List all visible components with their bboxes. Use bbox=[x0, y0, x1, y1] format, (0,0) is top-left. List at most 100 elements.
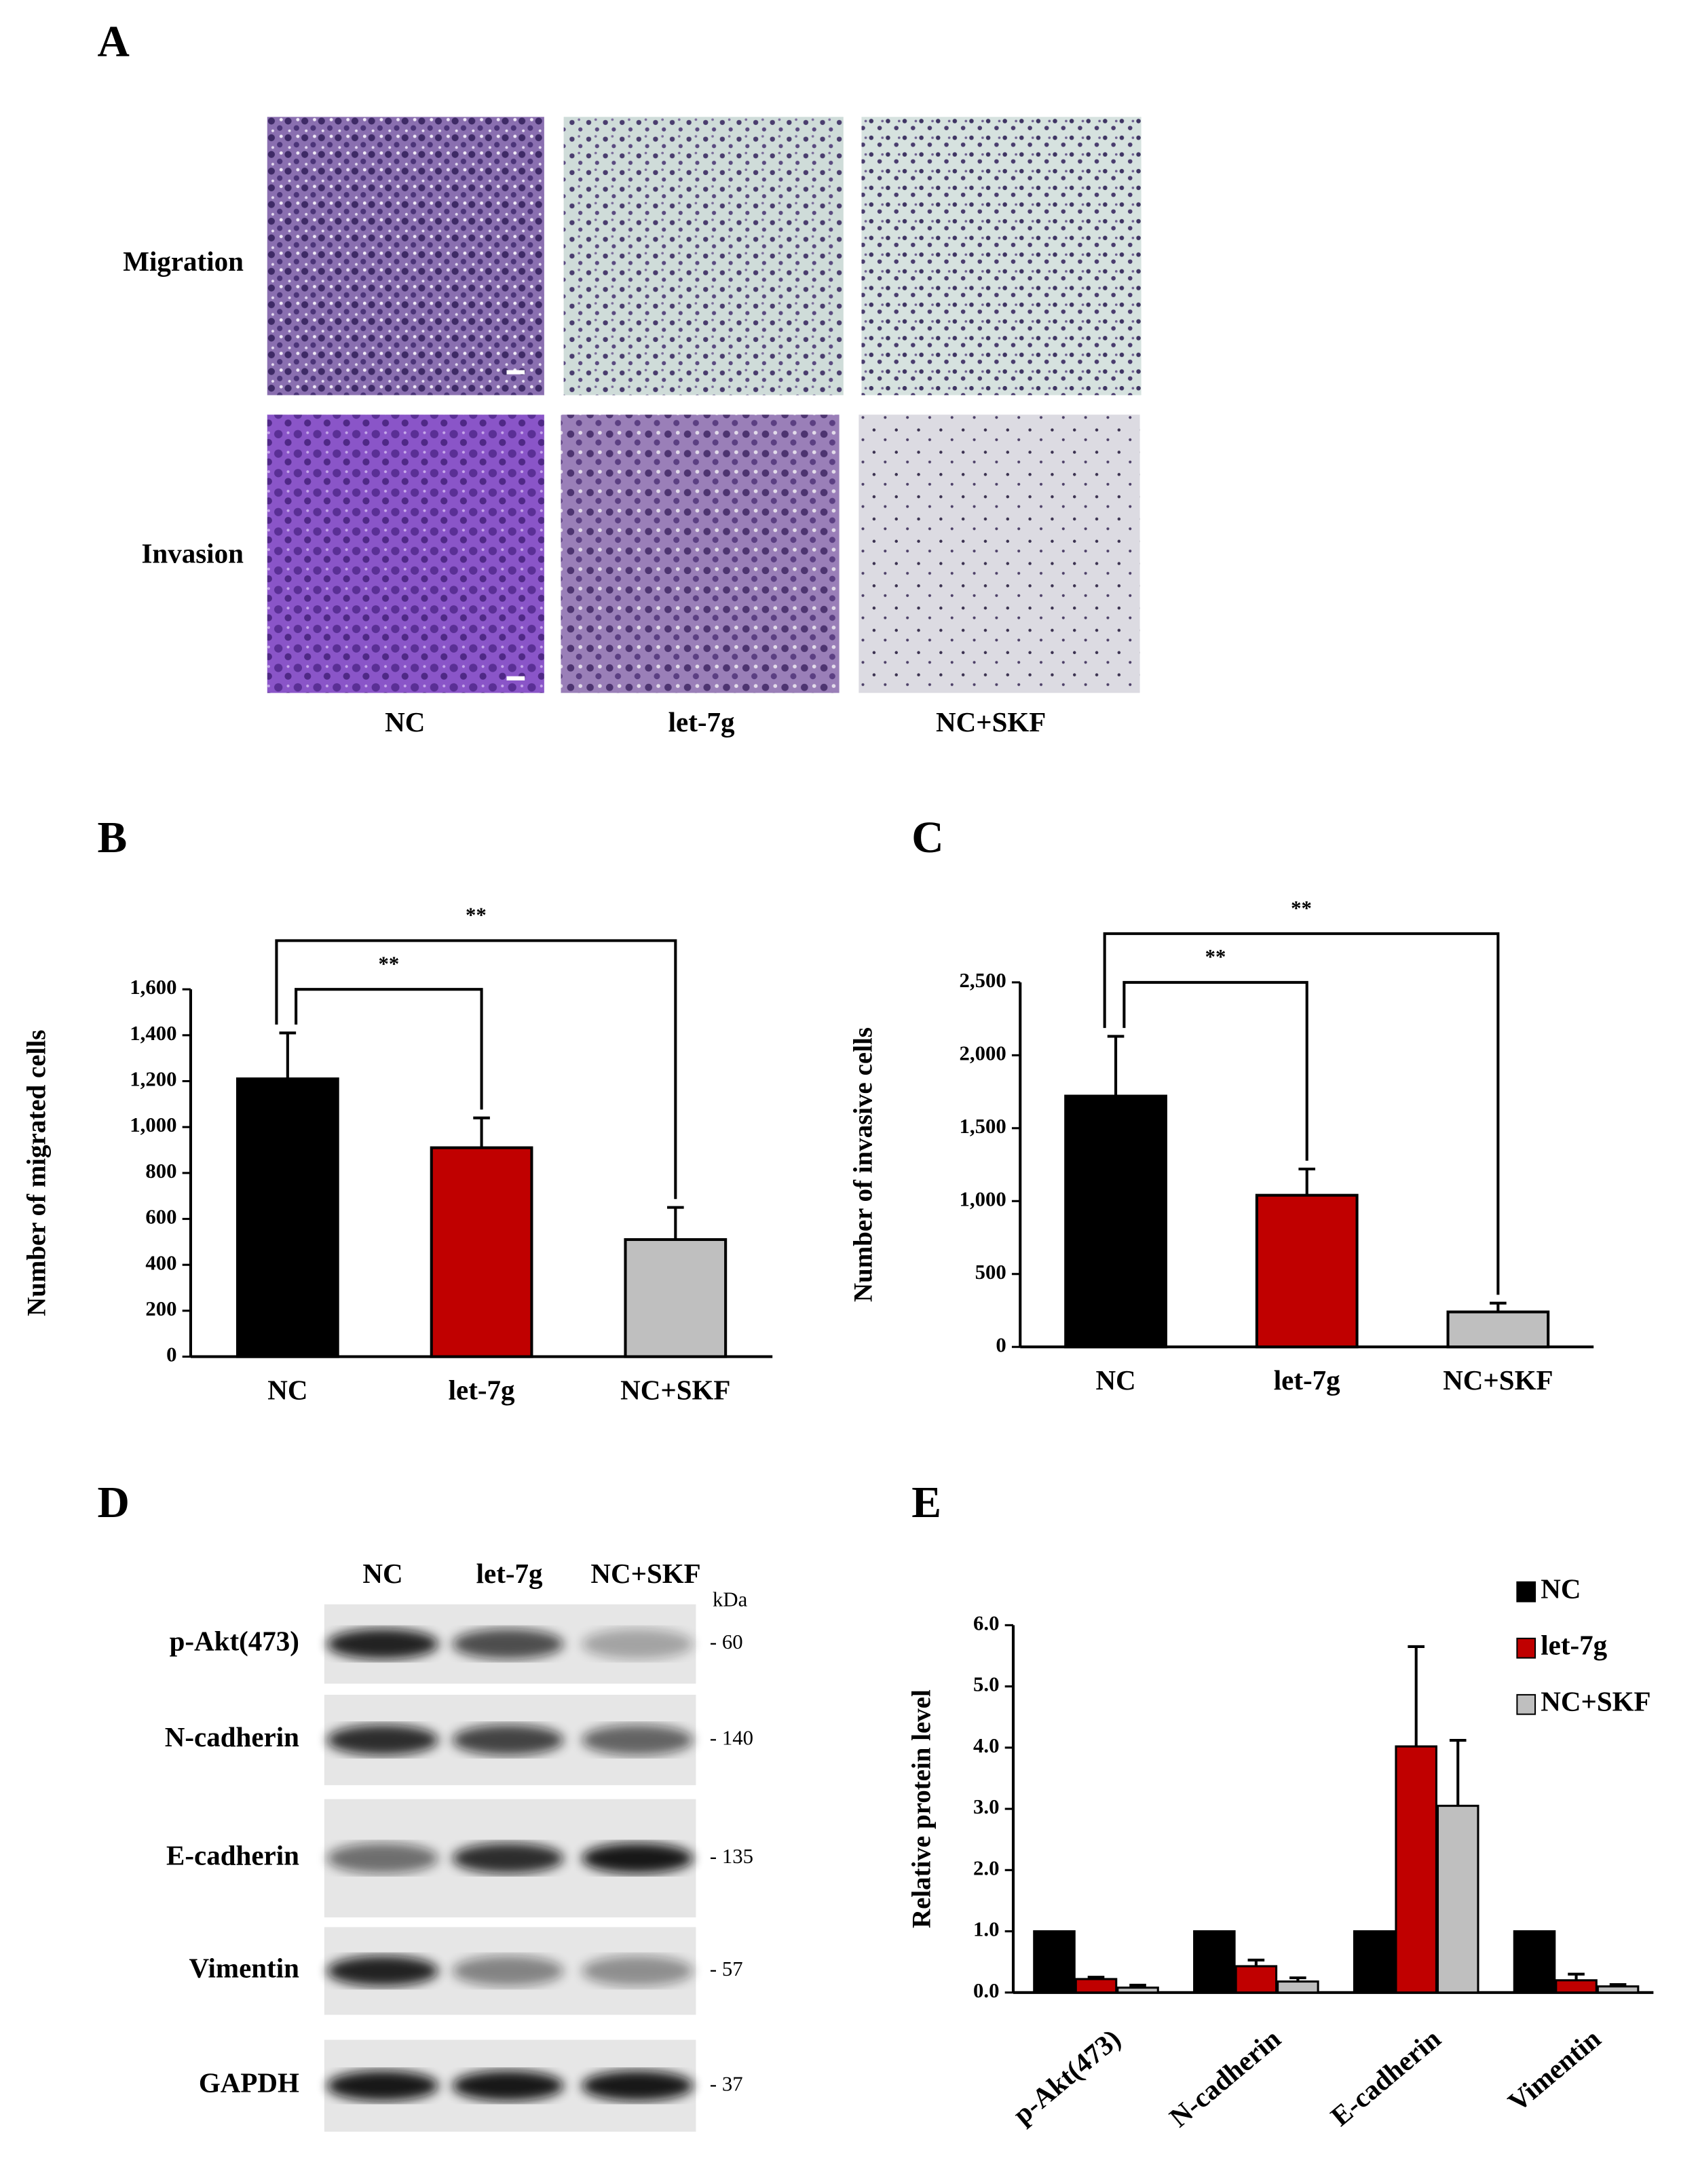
panel-a: A Migration Invasion NC let-7g NC+SKF bbox=[98, 18, 1142, 737]
y-tick-label: 600 bbox=[145, 1206, 176, 1229]
legend-swatch bbox=[1516, 1693, 1536, 1715]
significance-label: ** bbox=[466, 904, 487, 927]
significance-label: ** bbox=[1291, 896, 1312, 919]
bar bbox=[1596, 1985, 1640, 1994]
y-axis-label: Relative protein level bbox=[907, 1689, 937, 1928]
error-bar bbox=[1087, 1976, 1105, 1979]
bar bbox=[1555, 1979, 1598, 1994]
lane-label: let-7g bbox=[476, 1558, 543, 1589]
bar bbox=[1513, 1930, 1556, 1994]
legend-swatch bbox=[1516, 1581, 1536, 1603]
panel-label: C bbox=[911, 813, 943, 862]
y-tick-label: 1,600 bbox=[130, 976, 176, 999]
band bbox=[582, 1843, 694, 1874]
size-label: - 37 bbox=[710, 2072, 743, 2095]
micrograph bbox=[561, 415, 839, 693]
band bbox=[452, 1955, 564, 1987]
panel-label: D bbox=[98, 1478, 130, 1527]
column-label: let-7g bbox=[668, 706, 735, 737]
lane-label: NC bbox=[362, 1558, 402, 1589]
legend-label: NC+SKF bbox=[1541, 1686, 1650, 1717]
y-tick-label: 1,400 bbox=[130, 1022, 176, 1045]
significance-label: ** bbox=[378, 952, 399, 975]
chart: E Relative protein level 0.0 1.0 2.0 3.0 4.0 5.… bbox=[907, 1478, 1654, 2133]
band bbox=[582, 1725, 694, 1756]
band bbox=[326, 1843, 439, 1874]
error-bar bbox=[1568, 1972, 1585, 1980]
row-label: Migration bbox=[123, 246, 244, 277]
band bbox=[452, 1843, 564, 1874]
error-bar bbox=[1247, 1958, 1265, 1966]
band bbox=[326, 1955, 439, 1987]
y-tick-label: 6.0 bbox=[973, 1611, 999, 1634]
chart: C Number of invasive cells 0 500 1,000 1,500 2… bbox=[849, 813, 1594, 1396]
error-bar bbox=[1449, 1738, 1467, 1806]
protein-label: E-cadherin bbox=[166, 1839, 299, 1871]
band bbox=[326, 2070, 439, 2101]
protein-label: GAPDH bbox=[199, 2067, 299, 2099]
significance-bracket bbox=[295, 988, 483, 1110]
y-tick-label: 200 bbox=[145, 1297, 176, 1320]
y-tick-label: 1.0 bbox=[973, 1918, 999, 1941]
y-tick-label: 3.0 bbox=[973, 1795, 999, 1818]
y-tick-label: 0 bbox=[996, 1333, 1006, 1356]
row-label: Invasion bbox=[141, 538, 244, 569]
y-tick-label: 2,500 bbox=[960, 969, 1006, 992]
band bbox=[582, 1628, 694, 1660]
significance-bracket bbox=[1103, 932, 1500, 1295]
y-tick-label: 1,000 bbox=[960, 1187, 1006, 1210]
size-label: - 135 bbox=[710, 1845, 753, 1868]
band bbox=[326, 1628, 439, 1660]
x-tick-label: E-cadherin bbox=[1325, 2023, 1447, 2132]
bar bbox=[1353, 1930, 1396, 1994]
bar bbox=[1234, 1965, 1278, 1994]
micrograph bbox=[267, 117, 544, 396]
x-tick-label: NC+SKF bbox=[1443, 1364, 1553, 1396]
bar bbox=[1116, 1987, 1159, 1994]
column-label: NC+SKF bbox=[936, 706, 1046, 737]
band bbox=[452, 1628, 564, 1660]
bar bbox=[1074, 1978, 1118, 1994]
micrograph bbox=[267, 415, 544, 693]
scale-bar bbox=[506, 676, 525, 681]
bar bbox=[624, 1238, 728, 1358]
column-label: NC bbox=[385, 706, 425, 737]
error-bar bbox=[279, 1031, 297, 1079]
protein-label: p-Akt(473) bbox=[170, 1625, 299, 1656]
y-tick-label: 400 bbox=[145, 1251, 176, 1274]
y-axis-label: Number of invasive cells bbox=[849, 1027, 878, 1302]
error-bar bbox=[1408, 1645, 1425, 1747]
size-label: - 60 bbox=[710, 1630, 743, 1653]
bar bbox=[1446, 1310, 1550, 1349]
band bbox=[452, 2070, 564, 2101]
band bbox=[582, 2070, 694, 2101]
panel-label: A bbox=[98, 18, 130, 66]
y-tick-label: 1,000 bbox=[130, 1113, 176, 1136]
error-bar bbox=[473, 1116, 490, 1148]
x-tick-label: p-Akt(473) bbox=[1007, 2023, 1127, 2130]
x-tick-label: let-7g bbox=[449, 1374, 515, 1405]
y-tick-label: 0 bbox=[166, 1343, 176, 1366]
x-tick-label: NC+SKF bbox=[620, 1374, 730, 1405]
y-tick-label: 2,000 bbox=[960, 1041, 1006, 1065]
panel-label: B bbox=[98, 813, 128, 862]
significance-label: ** bbox=[1205, 945, 1226, 968]
y-tick-label: 0.0 bbox=[973, 1979, 999, 2002]
unit-label: kDa bbox=[713, 1588, 748, 1611]
bar bbox=[1395, 1745, 1437, 1994]
size-label: - 57 bbox=[710, 1957, 743, 1980]
bar bbox=[430, 1146, 533, 1358]
band bbox=[452, 1725, 564, 1756]
protein-label: Vimentin bbox=[189, 1952, 299, 1983]
panel-label: E bbox=[911, 1478, 941, 1527]
legend-label: let-7g bbox=[1541, 1630, 1607, 1661]
bar bbox=[1277, 1980, 1319, 1994]
x-tick-label: let-7g bbox=[1274, 1364, 1340, 1396]
micrograph bbox=[563, 117, 844, 396]
error-bar bbox=[1289, 1976, 1306, 1982]
significance-bracket bbox=[275, 939, 677, 1200]
micrograph bbox=[861, 117, 1142, 396]
legend-swatch bbox=[1516, 1637, 1536, 1659]
chart: B Number of migrated cells 0 200 400 600 800 1,… bbox=[22, 813, 773, 1405]
